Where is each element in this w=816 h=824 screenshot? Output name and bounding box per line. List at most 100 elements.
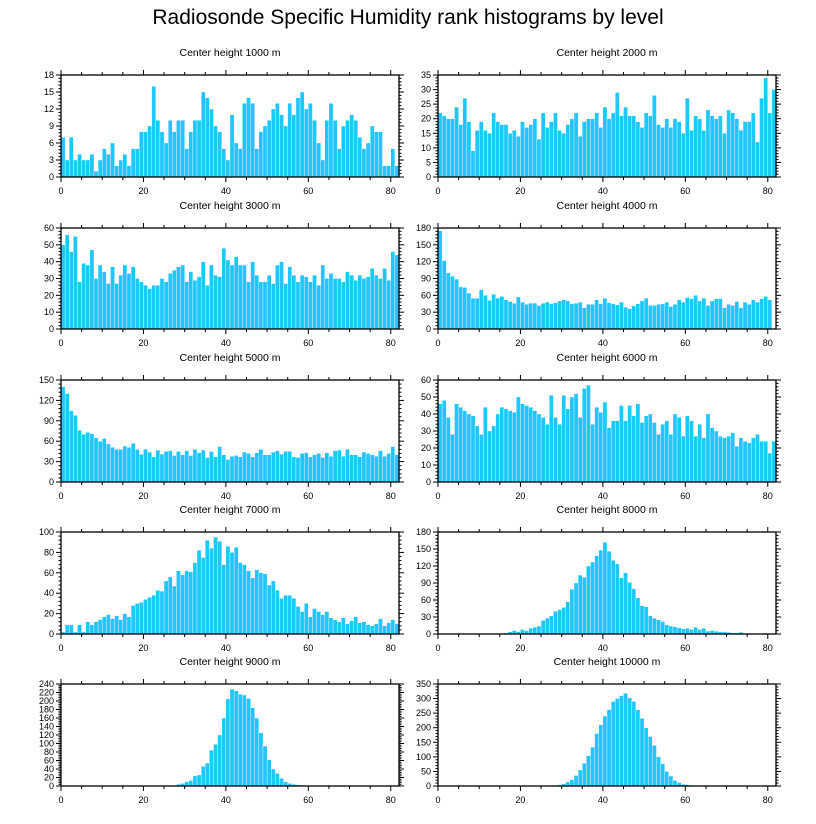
histogram-bar — [483, 407, 488, 483]
histogram-bar — [462, 287, 468, 330]
histogram-bar — [602, 297, 608, 330]
histogram-bar — [225, 698, 231, 787]
histogram-bar — [536, 305, 542, 330]
histogram-bar — [627, 405, 632, 483]
histogram-bar — [188, 455, 194, 483]
histogram-bar — [738, 307, 744, 330]
histogram-bar — [147, 451, 152, 483]
histogram-bar — [672, 413, 678, 483]
histogram-bar — [233, 547, 239, 635]
histogram-bar — [369, 268, 375, 330]
histogram-bar — [499, 407, 505, 483]
x-tick-label: 0 — [435, 643, 440, 653]
histogram-bar — [582, 763, 587, 787]
histogram-bar — [374, 623, 379, 635]
histogram-bar — [660, 621, 665, 635]
y-tick-label: 180 — [39, 705, 54, 715]
x-tick-label: 80 — [763, 643, 773, 653]
histogram-bar — [672, 780, 678, 787]
y-tick-label: 90 — [421, 274, 431, 284]
histogram-bar — [139, 453, 144, 483]
histogram-bar — [479, 121, 484, 178]
histogram-bar — [196, 452, 202, 483]
histogram-bar — [106, 443, 111, 483]
histogram-bar — [577, 417, 583, 483]
histogram-bar — [221, 148, 227, 178]
histogram-bar — [648, 736, 653, 787]
histogram-bar — [751, 112, 756, 178]
y-tick-label: 180 — [416, 527, 431, 537]
histogram-bar — [151, 285, 156, 330]
histogram-bar — [102, 438, 107, 483]
histogram-bar — [64, 393, 70, 483]
y-tick-label: 18 — [44, 70, 54, 80]
histogram-bar — [266, 120, 272, 178]
histogram-bar — [656, 124, 661, 178]
histogram-bar — [536, 413, 542, 483]
histogram-bar — [159, 453, 165, 483]
histogram-bar — [316, 611, 321, 635]
histogram-bar — [155, 120, 161, 178]
histogram-bar — [532, 303, 538, 330]
histogram-bar — [586, 384, 591, 483]
histogram-bar — [233, 690, 239, 787]
histogram-bar — [361, 278, 367, 330]
y-tick-label: 150 — [416, 737, 431, 747]
x-tick-label: 60 — [303, 795, 313, 805]
histogram-bar — [167, 576, 173, 635]
histogram-bar — [159, 590, 165, 635]
y-tick-label: 3 — [49, 155, 54, 165]
histogram-bar — [553, 302, 558, 330]
histogram-bar — [275, 589, 280, 635]
y-tick-label: 150 — [416, 240, 431, 250]
x-tick-label: 60 — [680, 491, 690, 501]
x-tick-label: 0 — [58, 186, 63, 196]
histogram-bar — [635, 121, 641, 178]
x-tick-label: 20 — [138, 795, 148, 805]
histogram-bar — [495, 413, 501, 483]
y-tick-label: 5 — [426, 157, 431, 167]
histogram-bar — [102, 148, 107, 178]
histogram-bar — [573, 582, 579, 635]
histogram-bar — [262, 281, 268, 330]
histogram-bar — [540, 620, 546, 635]
y-tick-label: 20 — [421, 443, 431, 453]
histogram-bar — [155, 449, 161, 483]
x-tick-label: 60 — [303, 186, 313, 196]
histogram-bar — [374, 274, 379, 330]
y-tick-label: 60 — [44, 223, 54, 233]
histogram-bar — [118, 449, 124, 483]
histogram-bar — [487, 133, 492, 178]
histogram-bar — [623, 306, 628, 330]
histogram-bar — [209, 264, 214, 330]
histogram-bar — [229, 114, 235, 178]
histogram-bar — [466, 292, 472, 330]
histogram-bar — [503, 408, 509, 483]
histogram-bar — [172, 269, 177, 330]
histogram-bar — [341, 617, 346, 635]
y-tick-label: 90 — [421, 578, 431, 588]
histogram-bar — [726, 109, 731, 178]
histogram-bar — [106, 154, 111, 178]
histogram-bar — [159, 131, 165, 178]
histogram-bar — [77, 624, 82, 635]
histogram-bar — [180, 454, 185, 483]
histogram-bar — [536, 625, 542, 635]
histogram-bar — [250, 707, 255, 787]
histogram-bar — [299, 274, 305, 330]
histogram-bar — [295, 97, 301, 178]
histogram-bar — [159, 278, 165, 330]
histogram-bar — [499, 296, 505, 330]
histogram-bar — [689, 130, 694, 178]
histogram-bar — [751, 299, 756, 330]
histogram-bar — [701, 297, 707, 330]
histogram-bar — [200, 557, 206, 635]
histogram-bar — [139, 131, 144, 178]
x-tick-label: 0 — [435, 186, 440, 196]
histogram-bar — [357, 456, 363, 483]
histogram-bar — [693, 435, 698, 483]
histogram-bar — [163, 451, 169, 483]
histogram-bar — [553, 417, 558, 483]
histogram-bar — [606, 118, 612, 178]
histogram-bar — [722, 307, 727, 330]
